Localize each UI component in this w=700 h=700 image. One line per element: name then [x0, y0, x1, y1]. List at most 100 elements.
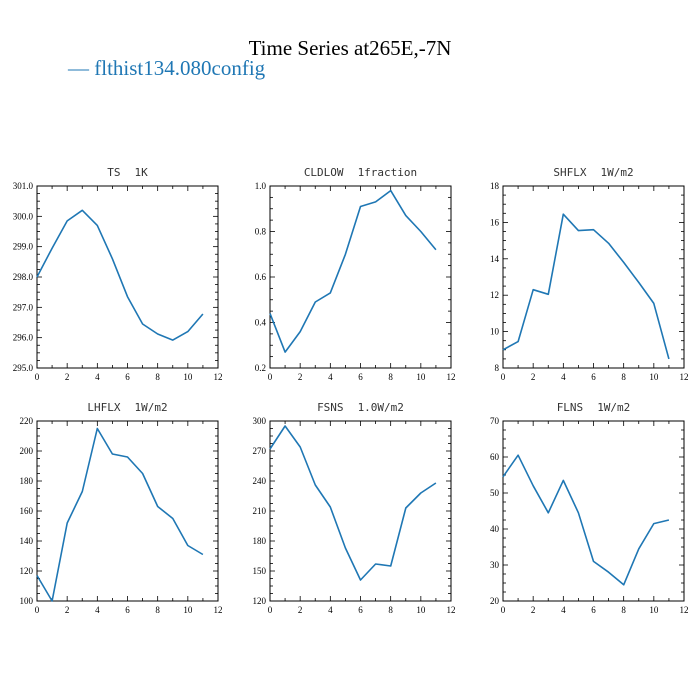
x-tick-label: 12	[680, 372, 689, 382]
panel-units: 1fraction	[358, 166, 418, 179]
y-tick-label: 299.0	[13, 242, 34, 252]
plot-frame	[502, 420, 685, 602]
x-tick-label: 0	[501, 605, 506, 615]
panel-title: FSNS 1.0W/m2	[317, 401, 404, 414]
panel-variable: TS	[107, 166, 120, 179]
x-tick-label: 10	[416, 372, 426, 382]
y-tick-label: 300.0	[13, 211, 34, 221]
x-tick-label: 6	[358, 372, 363, 382]
plot-frame	[36, 420, 219, 602]
panel-variable: LHFLX	[87, 401, 120, 414]
x-tick-label: 0	[268, 605, 273, 615]
series-line-cldlow	[269, 189, 437, 353]
y-tick-label: 0.8	[255, 227, 267, 237]
y-tick-label: 70	[490, 416, 500, 426]
x-tick-label: 8	[388, 605, 393, 615]
y-tick-label: 14	[490, 254, 500, 264]
y-tick-label: 16	[490, 217, 500, 227]
x-tick-label: 8	[621, 372, 626, 382]
x-tick-label: 12	[447, 372, 456, 382]
x-tick-label: 10	[183, 605, 193, 615]
panel-lhflx: LHFLX 1W/m2 0 2 4 6 8 10 12 100 120 140 160 180 200 220	[20, 401, 223, 615]
series-line-flns	[502, 454, 670, 586]
y-tick-label: 60	[490, 452, 500, 462]
legend-line-marker: —	[68, 56, 89, 80]
x-tick-label: 10	[649, 372, 659, 382]
panel-variable: SHFLX	[553, 166, 586, 179]
y-tick-label: 296.0	[13, 333, 34, 343]
x-tick-label: 4	[561, 372, 566, 382]
panel-shflx: SHFLX 1W/m2 0 2 4 6 8 10 12 8 10 12 14 16 18	[490, 166, 689, 382]
panel-units: 1W/m2	[601, 166, 634, 179]
y-tick-label: 120	[20, 566, 34, 576]
legend: — flthist134.080config	[68, 56, 265, 81]
x-tick-label: 6	[591, 605, 596, 615]
x-tick-label: 4	[328, 372, 333, 382]
x-tick-label: 12	[680, 605, 689, 615]
x-tick-label: 0	[35, 372, 40, 382]
x-tick-label: 12	[447, 605, 456, 615]
y-tick-label: 200	[20, 446, 34, 456]
x-tick-label: 2	[65, 372, 70, 382]
y-tick-label: 12	[490, 290, 499, 300]
y-tick-label: 50	[490, 488, 500, 498]
panel-ts: TS 1K 0 2 4 6 8 10 12 295.0 296.0 297.0 298.0 299.0 30…	[13, 166, 223, 382]
x-tick-label: 4	[561, 605, 566, 615]
y-tick-label: 10	[490, 327, 500, 337]
chart-title: Time Series at265E,-7N	[248, 36, 452, 60]
y-tick-label: 297.0	[13, 302, 34, 312]
panel-title: TS 1K	[107, 166, 148, 179]
x-tick-label: 8	[155, 372, 160, 382]
x-tick-label: 6	[591, 372, 596, 382]
panel-variable: FLNS	[557, 401, 584, 414]
y-tick-label: 300	[253, 416, 267, 426]
series-line-ts	[36, 209, 204, 341]
y-tick-label: 180	[253, 536, 267, 546]
y-tick-label: 0.2	[255, 363, 266, 373]
series-line-shflx	[502, 213, 670, 360]
panel-title: SHFLX 1W/m2	[553, 166, 633, 179]
y-tick-label: 100	[20, 596, 34, 606]
plot-frame	[269, 420, 452, 602]
panel-flns: FLNS 1W/m2 0 2 4 6 8 10 12 20 30 40 50 60 70	[490, 401, 689, 615]
y-tick-label: 270	[253, 446, 267, 456]
y-tick-label: 20	[490, 596, 500, 606]
panel-units: 1K	[135, 166, 149, 179]
y-tick-label: 30	[490, 560, 500, 570]
x-tick-label: 12	[214, 372, 223, 382]
plot-frame	[269, 185, 452, 369]
x-tick-label: 4	[95, 605, 100, 615]
x-tick-label: 2	[65, 605, 70, 615]
y-tick-label: 0.4	[255, 318, 267, 328]
x-tick-label: 0	[501, 372, 506, 382]
y-tick-label: 140	[20, 536, 34, 546]
x-tick-label: 8	[621, 605, 626, 615]
y-tick-label: 298.0	[13, 272, 34, 282]
plot-frame	[36, 185, 219, 369]
panel-title: LHFLX 1W/m2	[87, 401, 167, 414]
panel-variable: FSNS	[317, 401, 344, 414]
x-tick-label: 10	[649, 605, 659, 615]
panel-variable: CLDLOW	[304, 166, 344, 179]
y-tick-label: 301.0	[13, 181, 34, 191]
y-tick-label: 220	[20, 416, 34, 426]
panel-units: 1W/m2	[135, 401, 168, 414]
panel-units: 1.0W/m2	[358, 401, 404, 414]
y-tick-label: 160	[20, 506, 34, 516]
panel-title: FLNS 1W/m2	[557, 401, 631, 414]
y-tick-label: 295.0	[13, 363, 34, 373]
x-tick-label: 6	[125, 372, 130, 382]
y-tick-label: 180	[20, 476, 34, 486]
x-tick-label: 2	[531, 372, 536, 382]
y-tick-label: 18	[490, 181, 500, 191]
x-tick-label: 0	[268, 372, 273, 382]
y-tick-label: 240	[253, 476, 267, 486]
x-tick-label: 8	[388, 372, 393, 382]
x-tick-label: 2	[298, 372, 303, 382]
panel-title: CLDLOW 1fraction	[304, 166, 417, 179]
x-tick-label: 6	[125, 605, 130, 615]
legend-label: flthist134.080config	[94, 56, 266, 80]
panel-units: 1W/m2	[597, 401, 630, 414]
x-tick-label: 10	[416, 605, 426, 615]
